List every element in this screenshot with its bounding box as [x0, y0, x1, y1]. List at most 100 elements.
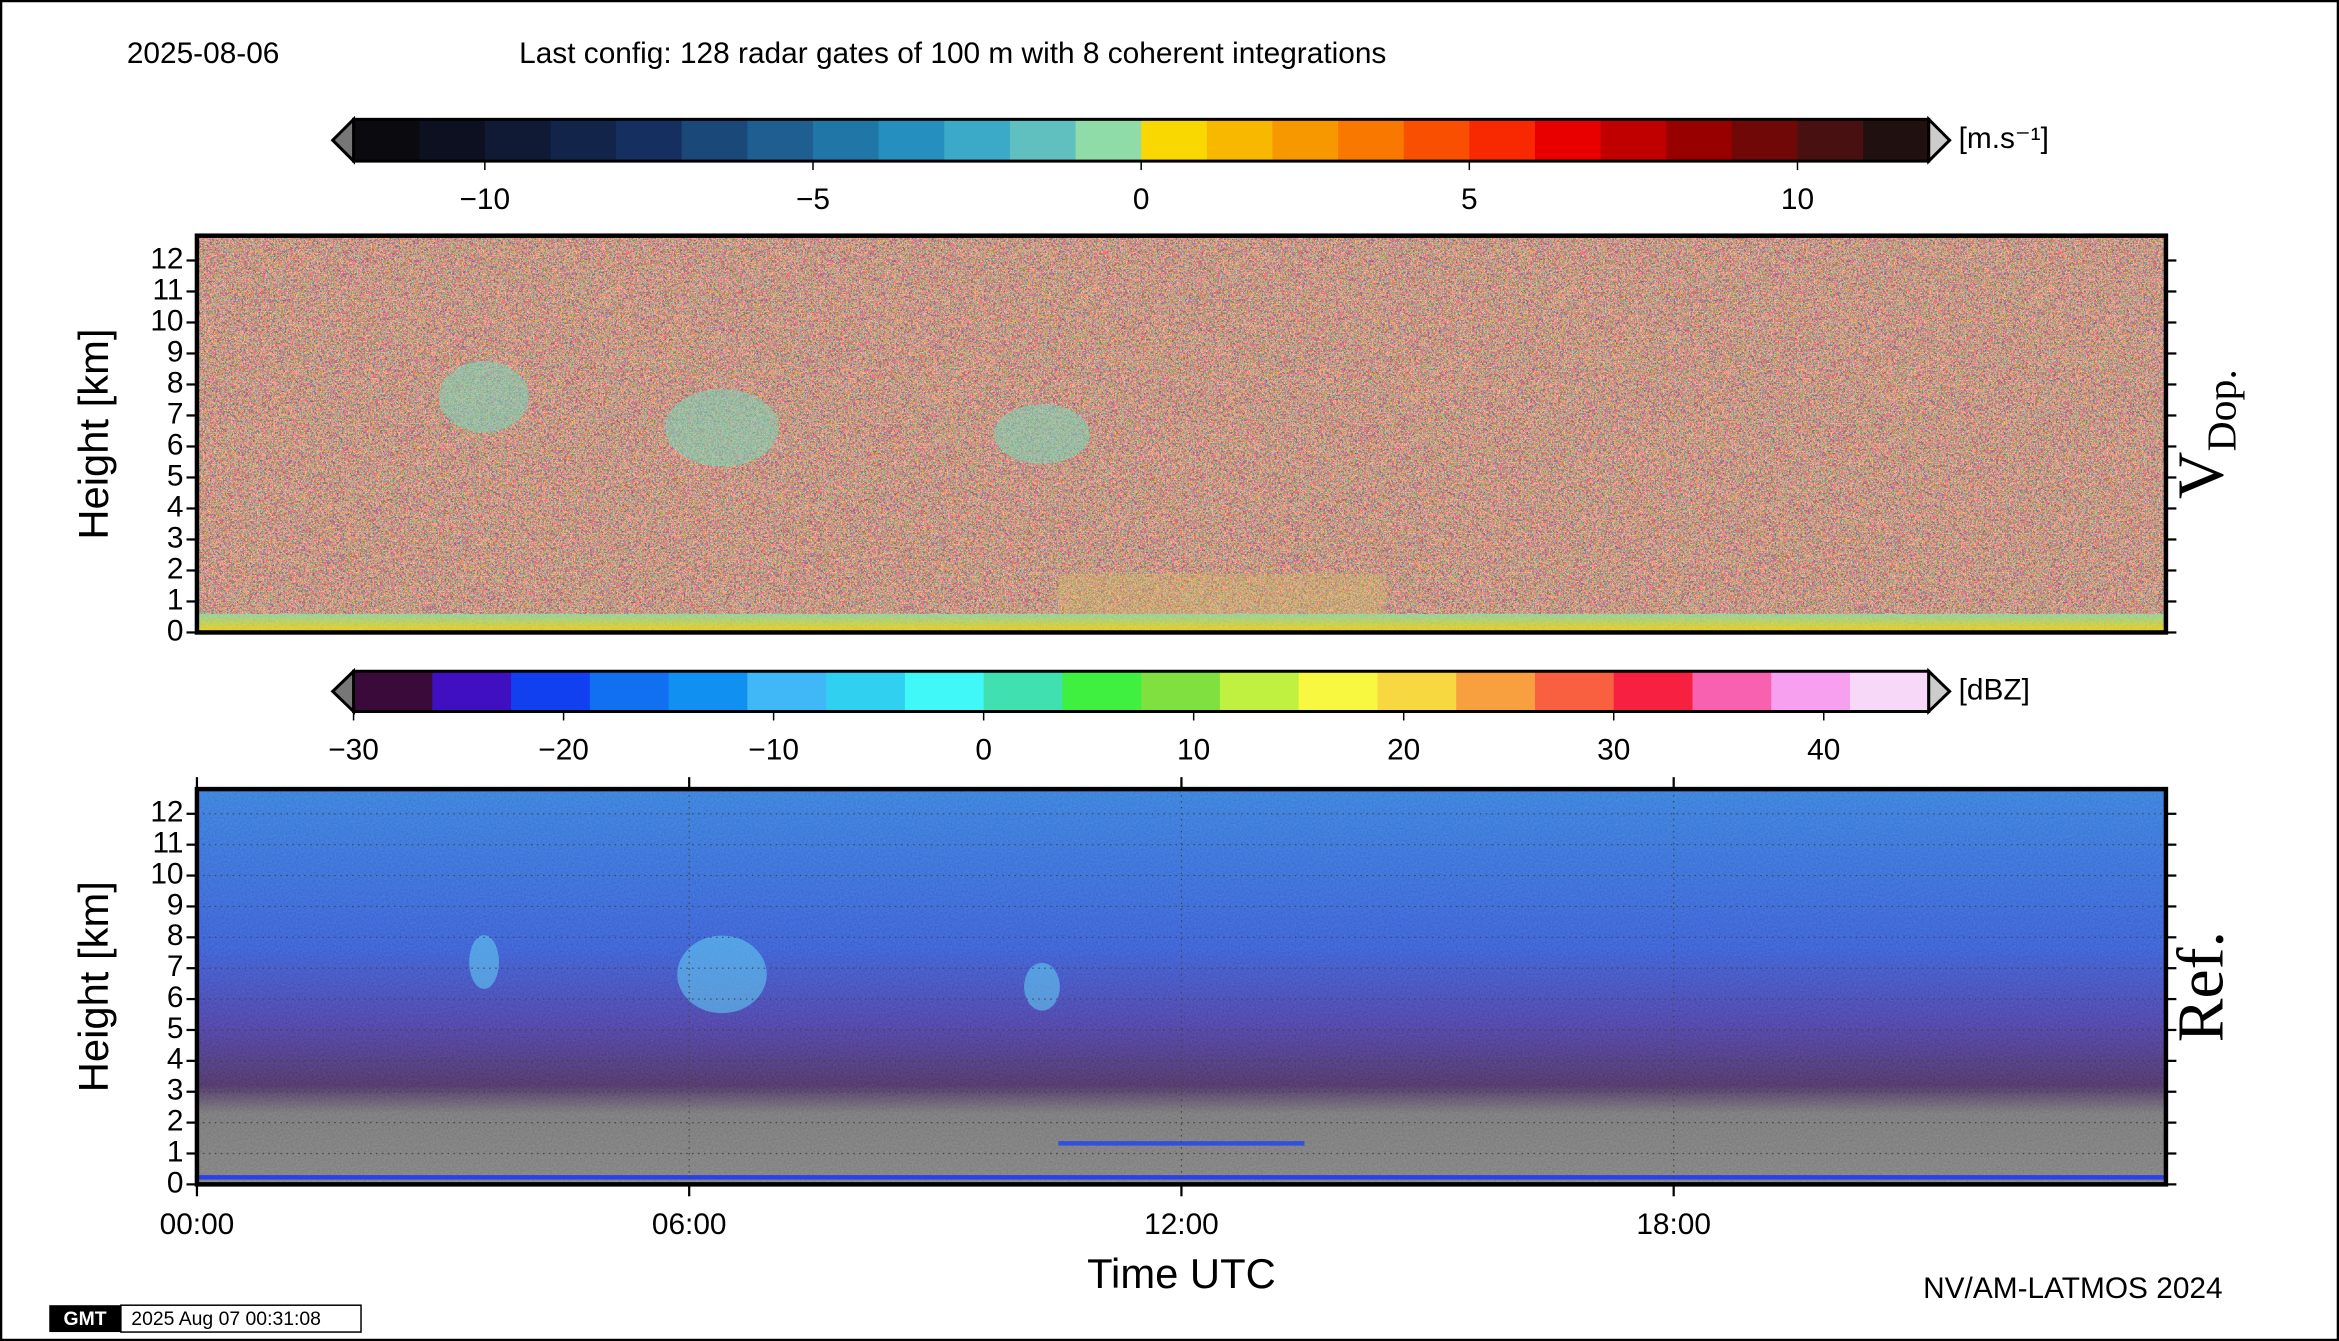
- colorbar-bin: [511, 671, 591, 712]
- timestamp: 2025 Aug 07 00:31:08: [131, 1308, 321, 1330]
- colorbar-bin: [826, 671, 906, 712]
- panel-frame: [194, 786, 2169, 1187]
- colorbar-tick-label: −30: [328, 734, 379, 767]
- y-tick-label: 3: [167, 1074, 184, 1107]
- colorbar-tick-label: −10: [460, 183, 511, 216]
- colorbar-tick-label: 10: [1177, 734, 1210, 767]
- y-tick-label: 11: [153, 273, 184, 306]
- colorbar-bin: [1219, 671, 1300, 712]
- y-tick-label: 0: [167, 1166, 184, 1199]
- colorbar-tick-label: −20: [538, 734, 589, 767]
- y-tick-label: 7: [167, 950, 184, 983]
- colorbar-bin: [1298, 671, 1379, 712]
- y-tick-label: 3: [167, 521, 184, 554]
- y-axis-label: Height [km]: [70, 881, 117, 1092]
- side-label: VDop.: [2166, 369, 2245, 499]
- colorbar-bin: [747, 671, 827, 712]
- y-tick-label: 2: [167, 552, 184, 585]
- y-tick-label: 12: [150, 242, 183, 275]
- colorbar-bin: [1849, 671, 1930, 712]
- x-tick-label: 06:00: [652, 1208, 727, 1241]
- colorbar-bin: [419, 119, 486, 162]
- colorbar-bin: [1009, 119, 1077, 162]
- surface-echo: [196, 613, 2166, 633]
- y-tick-label: 2: [167, 1104, 184, 1137]
- y-tick-label: 12: [150, 796, 183, 829]
- colorbar-tick-label: 30: [1597, 734, 1630, 767]
- echo-feature: [469, 935, 499, 989]
- x-axis-label: Time UTC: [1087, 1250, 1276, 1297]
- y-tick-label: 8: [167, 366, 184, 399]
- y-tick-label: 9: [167, 335, 184, 368]
- colorbar-bin: [616, 119, 683, 162]
- gmt-logo: [49, 1305, 121, 1333]
- colorbar-arrow: [1927, 115, 1952, 165]
- y-tick-label: 6: [167, 981, 184, 1014]
- colorbar-bin: [1613, 671, 1694, 712]
- colorbar-bin: [1272, 119, 1339, 162]
- colorbar-bin: [353, 119, 420, 162]
- y-tick-label: 10: [150, 304, 183, 337]
- echo-feature: [994, 404, 1090, 464]
- colorbar-bin: [1403, 119, 1471, 162]
- side-label: Ref.: [2166, 931, 2238, 1042]
- heatmap-texture: [196, 235, 2166, 633]
- colorbar-bin: [1141, 671, 1221, 712]
- side-label-main: V: [2166, 452, 2238, 499]
- colorbar-bin: [1863, 119, 1930, 162]
- colorbar-bin: [1731, 119, 1799, 162]
- colorbar-bin: [1600, 119, 1667, 162]
- y-tick-label: 1: [167, 583, 184, 616]
- colorbar-bin: [1534, 119, 1602, 162]
- colorbar-bin: [747, 119, 814, 162]
- colorbar-bin: [1377, 671, 1457, 712]
- colorbar-bin: [484, 119, 552, 162]
- side-label-sub: Dop.: [2199, 369, 2245, 451]
- colorbar-tick-label: 0: [975, 734, 992, 767]
- colorbar-bin: [1456, 671, 1536, 712]
- y-tick-label: 8: [167, 919, 184, 952]
- echo-feature: [1024, 962, 1060, 1011]
- colorbar-bin: [1534, 671, 1615, 712]
- y-tick-label: 9: [167, 888, 184, 921]
- y-axis-label: Height [km]: [70, 329, 117, 540]
- y-tick-label: 1: [167, 1135, 184, 1168]
- colorbar-bin: [1797, 119, 1864, 162]
- colorbar-tick-label: −5: [796, 183, 830, 216]
- colorbar-bin: [878, 119, 946, 162]
- panel-frame: [194, 233, 2169, 635]
- colorbar-tick-label: 0: [1133, 183, 1150, 216]
- gmt-logo-text: GMT: [64, 1308, 107, 1330]
- side-label-main: Ref.: [2166, 931, 2238, 1042]
- colorbar-bin: [550, 119, 617, 162]
- y-tick-label: 11: [153, 827, 184, 860]
- y-tick-label: 0: [167, 614, 184, 647]
- date: 2025-08-06: [127, 37, 280, 70]
- colorbar-bin: [1469, 119, 1536, 162]
- colorbar-tick-label: 5: [1461, 183, 1478, 216]
- surface-echo: [1058, 1141, 1305, 1146]
- timestamp-box: [120, 1304, 362, 1333]
- x-tick-label: 12:00: [1144, 1208, 1219, 1241]
- colorbar-bin: [589, 671, 670, 712]
- colorbar-bin: [904, 671, 985, 712]
- colorbar-tick-label: −10: [748, 734, 799, 767]
- echo-feature: [665, 389, 779, 467]
- colorbar-bin: [353, 671, 434, 712]
- credit: NV/AM-LATMOS 2024: [1923, 1272, 2222, 1305]
- echo-feature: [677, 935, 767, 1014]
- colorbar-bin: [1692, 671, 1772, 712]
- y-tick-label: 5: [167, 1012, 184, 1045]
- colorbar-bin: [1062, 671, 1142, 712]
- y-tick-label: 6: [167, 428, 184, 461]
- colorbar-bin: [432, 671, 512, 712]
- x-tick-label: 18:00: [1636, 1208, 1711, 1241]
- config: Last config: 128 radar gates of 100 m wi…: [519, 37, 1386, 70]
- colorbar-label: [dBZ]: [1959, 673, 2030, 706]
- colorbar-tick-label: 10: [1781, 183, 1814, 216]
- colorbar-bin: [681, 119, 749, 162]
- colorbar-bin: [983, 671, 1064, 712]
- colorbar-arrow: [330, 115, 356, 165]
